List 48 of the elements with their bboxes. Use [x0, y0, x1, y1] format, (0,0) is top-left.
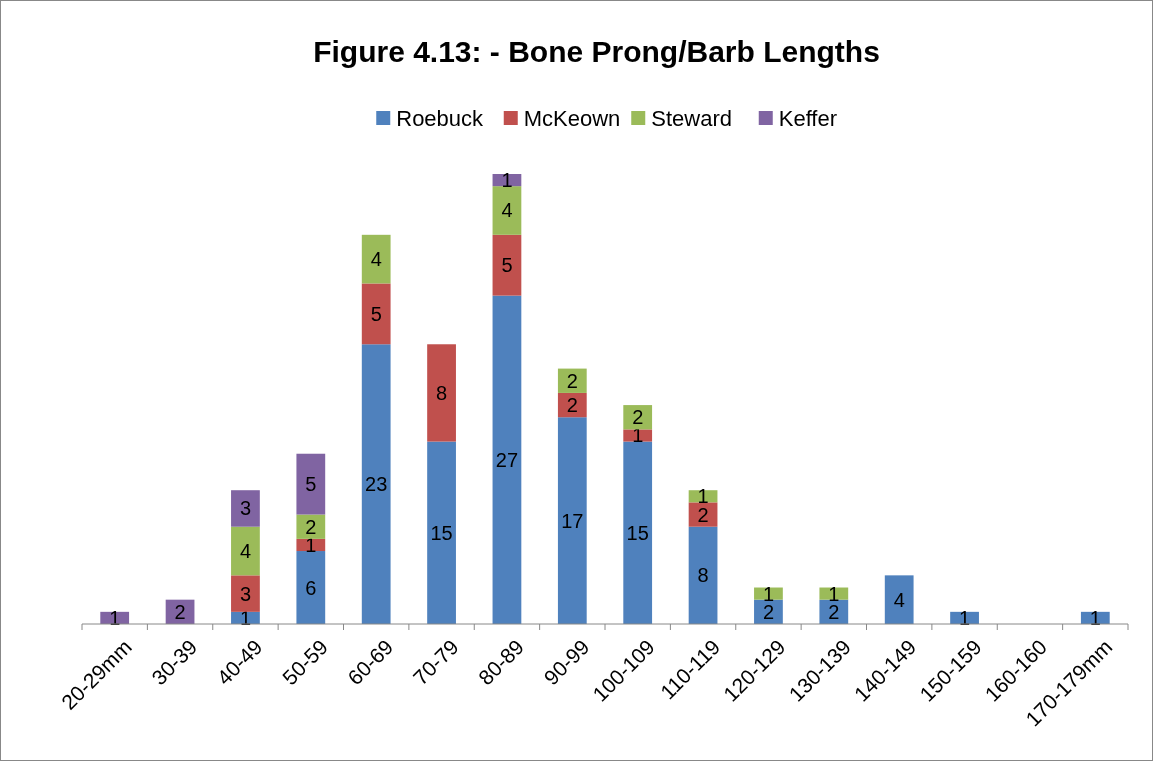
data-label: 17 — [561, 509, 584, 532]
bar — [361, 283, 391, 345]
data-label: 3 — [239, 582, 251, 605]
bar — [557, 417, 587, 624]
bar — [361, 344, 391, 624]
data-label: 2 — [566, 394, 578, 417]
data-label: 3 — [239, 497, 251, 520]
data-label: 1 — [959, 606, 971, 629]
data-label: 23 — [365, 473, 388, 496]
data-label: 1 — [239, 606, 251, 629]
bar — [231, 490, 260, 527]
legend-label: McKeown — [523, 105, 621, 131]
data-label: 8 — [697, 564, 709, 587]
bar — [296, 453, 326, 515]
data-label: 5 — [501, 254, 513, 277]
bar — [623, 441, 653, 624]
data-label: 5 — [370, 302, 382, 325]
data-label: 1 — [1089, 606, 1101, 629]
data-label: 5 — [305, 473, 317, 496]
bar — [623, 429, 653, 442]
data-label: 6 — [305, 576, 317, 599]
bar — [492, 186, 522, 235]
data-label: 2 — [174, 600, 186, 623]
bar — [296, 551, 326, 624]
data-label: 4 — [370, 248, 382, 271]
chart-title: Figure 4.13: - Bone Prong/Barb Lengths — [313, 35, 880, 68]
bar — [884, 575, 914, 624]
data-label: 8 — [436, 381, 448, 404]
legend-label: Steward — [651, 105, 732, 131]
data-label: 4 — [893, 588, 905, 611]
bar — [492, 234, 522, 296]
bar — [427, 344, 456, 442]
data-label: 1 — [109, 606, 121, 629]
bar — [427, 441, 456, 624]
legend-label: Keffer — [778, 105, 838, 131]
bar — [492, 295, 522, 624]
data-label: 15 — [626, 521, 649, 544]
data-label: 15 — [430, 521, 453, 544]
bar — [231, 575, 260, 612]
data-label: 4 — [239, 540, 251, 563]
data-label: 4 — [501, 199, 513, 222]
data-label: 1 — [501, 169, 513, 192]
bar — [361, 234, 391, 284]
data-label: 27 — [495, 448, 519, 471]
bar — [231, 526, 260, 576]
data-label: 2 — [566, 369, 578, 392]
bar — [688, 526, 718, 624]
legend-label: Roebuck — [396, 105, 485, 131]
